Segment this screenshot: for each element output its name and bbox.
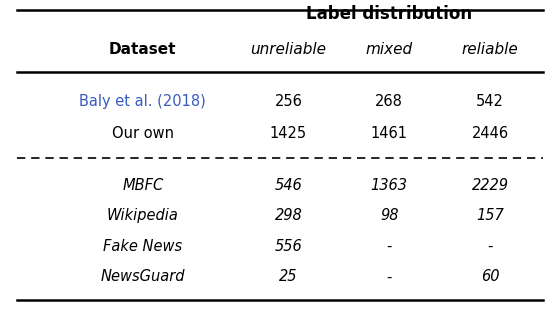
Text: 542: 542: [476, 94, 504, 109]
Text: 2229: 2229: [472, 178, 508, 193]
Text: reliable: reliable: [461, 43, 519, 57]
Text: 256: 256: [274, 94, 302, 109]
Text: 268: 268: [375, 94, 403, 109]
Text: 1425: 1425: [270, 126, 307, 141]
Text: 556: 556: [274, 239, 302, 254]
Text: 546: 546: [274, 178, 302, 193]
Text: 2446: 2446: [472, 126, 508, 141]
Text: 298: 298: [274, 208, 302, 223]
Text: Label distribution: Label distribution: [306, 5, 472, 24]
Text: unreliable: unreliable: [250, 43, 326, 57]
Text: Dataset: Dataset: [109, 43, 176, 57]
Text: Our own: Our own: [112, 126, 174, 141]
Text: Baly et al. (2018): Baly et al. (2018): [80, 94, 206, 109]
Text: 157: 157: [476, 208, 504, 223]
Text: -: -: [386, 270, 392, 284]
Text: 60: 60: [480, 270, 500, 284]
Text: -: -: [487, 239, 493, 254]
Text: 98: 98: [380, 208, 399, 223]
Text: 1363: 1363: [371, 178, 408, 193]
Text: Wikipedia: Wikipedia: [107, 208, 179, 223]
Text: MBFC: MBFC: [122, 178, 164, 193]
Text: Fake News: Fake News: [103, 239, 183, 254]
Text: mixed: mixed: [366, 43, 413, 57]
Text: 25: 25: [279, 270, 298, 284]
Text: NewsGuard: NewsGuard: [101, 270, 185, 284]
Text: 1461: 1461: [371, 126, 408, 141]
Text: -: -: [386, 239, 392, 254]
